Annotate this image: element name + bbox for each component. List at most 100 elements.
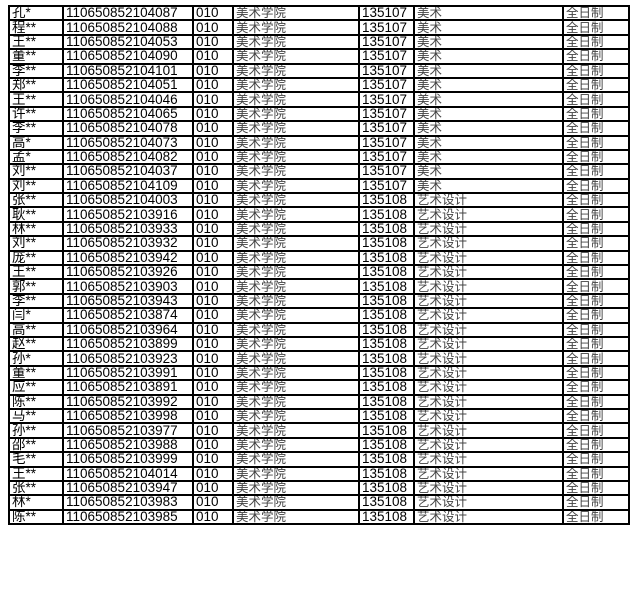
- college-code-cell: 010: [192, 48, 234, 65]
- major-name-cell: 艺术设计: [413, 292, 564, 310]
- major-name-cell: 美术: [413, 76, 564, 94]
- college-name-cell: 美术学院: [232, 364, 360, 382]
- college-code-cell: 010: [192, 134, 234, 151]
- major-code-cell: 135108: [358, 393, 415, 410]
- exam-number-cell: 110650852103916: [62, 206, 194, 223]
- study-mode-cell: 全日制: [562, 407, 630, 425]
- college-name-cell: 美术学院: [232, 235, 360, 252]
- study-mode-cell: 全日制: [562, 278, 630, 295]
- college-code-cell: 010: [192, 4, 234, 22]
- student-name-cell: 孙*: [8, 350, 64, 367]
- major-code-cell: 135108: [358, 335, 415, 353]
- student-name-cell: 张**: [8, 479, 64, 497]
- major-code-cell: 135108: [358, 206, 415, 223]
- college-code-cell: 010: [192, 249, 234, 267]
- exam-number-cell: 110650852103926: [62, 264, 194, 281]
- major-name-cell: 美术: [413, 19, 564, 36]
- exam-number-cell: 110650852103999: [62, 451, 194, 468]
- college-code-cell: 010: [192, 407, 234, 425]
- college-name-cell: 美术学院: [232, 264, 360, 281]
- exam-number-cell: 110650852104090: [62, 48, 194, 65]
- college-name-cell: 美术学院: [232, 335, 360, 353]
- major-code-cell: 135108: [358, 422, 415, 439]
- study-mode-cell: 全日制: [562, 379, 630, 396]
- college-code-cell: 010: [192, 220, 234, 238]
- exam-number-cell: 110650852103985: [62, 508, 194, 526]
- college-name-cell: 美术学院: [232, 465, 360, 482]
- exam-number-cell: 110650852103992: [62, 393, 194, 410]
- table-row: 陈** 110650852103985 010 美术学院 135108 艺术设计 全日制: [8, 508, 630, 526]
- student-name-cell: 刘**: [8, 177, 64, 195]
- college-code-cell: 010: [192, 163, 234, 180]
- table-row: 王** 110650852103926 010 美术学院 135108 艺术设计 全日制: [8, 264, 630, 281]
- college-code-cell: 010: [192, 177, 234, 195]
- study-mode-cell: 全日制: [562, 393, 630, 410]
- student-name-cell: 陈**: [8, 508, 64, 526]
- exam-number-cell: 110650852104101: [62, 62, 194, 79]
- admission-list-table: 孔* 110650852104087 010 美术学院 135107 美术 全日制 程** 11…: [8, 4, 630, 526]
- exam-number-cell: 110650852103891: [62, 379, 194, 396]
- student-name-cell: 王**: [8, 465, 64, 482]
- college-code-cell: 010: [192, 508, 234, 526]
- college-name-cell: 美术学院: [232, 48, 360, 65]
- major-code-cell: 135108: [358, 364, 415, 382]
- table-row: 孙** 110650852103977 010 美术学院 135108 艺术设计 全日制: [8, 422, 630, 439]
- college-code-cell: 010: [192, 321, 234, 339]
- college-code-cell: 010: [192, 105, 234, 123]
- major-code-cell: 135108: [358, 292, 415, 310]
- exam-number-cell: 110650852103998: [62, 407, 194, 425]
- study-mode-cell: 全日制: [562, 494, 630, 511]
- exam-number-cell: 110650852104087: [62, 4, 194, 22]
- college-name-cell: 美术学院: [232, 76, 360, 94]
- student-name-cell: 闫*: [8, 307, 64, 324]
- exam-number-cell: 110650852103932: [62, 235, 194, 252]
- major-name-cell: 艺术设计: [413, 335, 564, 353]
- major-code-cell: 135108: [358, 436, 415, 454]
- major-name-cell: 艺术设计: [413, 494, 564, 511]
- study-mode-cell: 全日制: [562, 220, 630, 238]
- study-mode-cell: 全日制: [562, 120, 630, 137]
- table-row: 王** 110650852104053 010 美术学院 135107 美术 全日制: [8, 33, 630, 51]
- college-code-cell: 010: [192, 307, 234, 324]
- exam-number-cell: 110650852103942: [62, 249, 194, 267]
- major-name-cell: 美术: [413, 105, 564, 123]
- exam-number-cell: 110650852104065: [62, 105, 194, 123]
- college-name-cell: 美术学院: [232, 307, 360, 324]
- table-row: 赵** 110650852103899 010 美术学院 135108 艺术设计 全日制: [8, 335, 630, 353]
- exam-number-cell: 110650852104073: [62, 134, 194, 151]
- student-name-cell: 邵**: [8, 436, 64, 454]
- table-row: 郑** 110650852104051 010 美术学院 135107 美术 全日制: [8, 76, 630, 94]
- study-mode-cell: 全日制: [562, 364, 630, 382]
- table-row: 孔* 110650852104087 010 美术学院 135107 美术 全日制: [8, 4, 630, 22]
- college-code-cell: 010: [192, 120, 234, 137]
- major-code-cell: 135108: [358, 235, 415, 252]
- student-name-cell: 陈**: [8, 393, 64, 410]
- college-code-cell: 010: [192, 479, 234, 497]
- college-name-cell: 美术学院: [232, 105, 360, 123]
- college-code-cell: 010: [192, 494, 234, 511]
- college-code-cell: 010: [192, 62, 234, 79]
- major-name-cell: 艺术设计: [413, 350, 564, 367]
- major-code-cell: 135107: [358, 33, 415, 51]
- major-code-cell: 135107: [358, 19, 415, 36]
- table-row: 张** 110650852103947 010 美术学院 135108 艺术设计 全日制: [8, 479, 630, 497]
- major-code-cell: 135107: [358, 177, 415, 195]
- major-code-cell: 135107: [358, 163, 415, 180]
- exam-number-cell: 110650852104088: [62, 19, 194, 36]
- college-code-cell: 010: [192, 436, 234, 454]
- major-code-cell: 135108: [358, 278, 415, 295]
- major-code-cell: 135108: [358, 307, 415, 324]
- study-mode-cell: 全日制: [562, 479, 630, 497]
- college-name-cell: 美术学院: [232, 192, 360, 209]
- table-row: 庞** 110650852103942 010 美术学院 135108 艺术设计 全日制: [8, 249, 630, 267]
- college-code-cell: 010: [192, 264, 234, 281]
- major-name-cell: 艺术设计: [413, 407, 564, 425]
- college-name-cell: 美术学院: [232, 278, 360, 295]
- major-name-cell: 艺术设计: [413, 364, 564, 382]
- student-name-cell: 赵**: [8, 335, 64, 353]
- table-row: 刘** 110650852104037 010 美术学院 135107 美术 全日制: [8, 163, 630, 180]
- major-code-cell: 135107: [358, 148, 415, 166]
- major-name-cell: 艺术设计: [413, 206, 564, 223]
- student-name-cell: 王**: [8, 91, 64, 108]
- student-name-cell: 李**: [8, 292, 64, 310]
